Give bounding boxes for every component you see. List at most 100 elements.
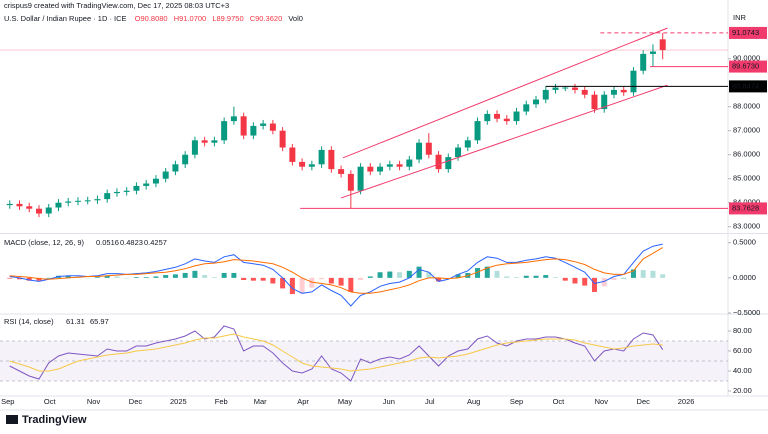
candle-body bbox=[143, 183, 150, 186]
candle-body bbox=[464, 140, 471, 148]
candle-body bbox=[513, 111, 520, 122]
series-line bbox=[9, 243, 663, 307]
candle-body bbox=[318, 149, 325, 165]
histogram-bar bbox=[309, 277, 315, 288]
histogram-bar bbox=[7, 277, 13, 279]
y-tick-label: 40.00 bbox=[733, 366, 752, 375]
candle-body bbox=[367, 166, 374, 172]
candle-body bbox=[581, 89, 588, 95]
candle-body bbox=[16, 203, 23, 207]
candle-body bbox=[416, 142, 423, 160]
y-tick-label: 0.5000 bbox=[733, 238, 756, 247]
candle-body bbox=[269, 123, 276, 131]
candle-body bbox=[84, 200, 91, 202]
candle-body bbox=[484, 113, 491, 122]
histogram-bar bbox=[553, 277, 559, 278]
legend-value: 61.31 bbox=[66, 317, 85, 326]
candle-body bbox=[240, 116, 247, 136]
histogram-bar bbox=[436, 277, 442, 282]
ohlc-high: H91.0700 bbox=[174, 14, 207, 23]
candle-body bbox=[377, 166, 384, 172]
histogram-bar bbox=[504, 276, 510, 278]
brand: TradingView bbox=[22, 414, 87, 426]
x-tick-label: Dec bbox=[637, 397, 651, 406]
candle-body bbox=[250, 125, 257, 136]
legend-value: 0.4257 bbox=[144, 238, 167, 247]
level-label-box bbox=[729, 60, 767, 73]
histogram-bar bbox=[572, 277, 578, 284]
candle-body bbox=[571, 87, 578, 90]
x-tick-label: Jun bbox=[383, 397, 395, 406]
candle-body bbox=[396, 164, 403, 167]
candle-body bbox=[425, 142, 432, 155]
histogram-bar bbox=[104, 275, 110, 278]
histogram-bar bbox=[202, 275, 208, 278]
candle-body bbox=[191, 140, 198, 155]
y-tick-label: 0.0000 bbox=[733, 273, 756, 282]
series-line bbox=[9, 247, 663, 294]
histogram-bar bbox=[475, 268, 481, 278]
y-tick-label: 87.0000 bbox=[733, 126, 760, 135]
candle-body bbox=[55, 202, 62, 208]
candle-body bbox=[455, 147, 462, 158]
histogram-bar bbox=[192, 270, 198, 278]
candle-body bbox=[386, 164, 393, 167]
x-tick-label: Mar bbox=[254, 397, 267, 406]
y-tick-label: 88.0000 bbox=[733, 102, 760, 111]
candle-body bbox=[230, 116, 237, 122]
x-tick-label: May bbox=[338, 397, 352, 406]
candle-body bbox=[338, 169, 345, 174]
histogram-bar bbox=[387, 271, 393, 278]
histogram-bar bbox=[426, 272, 432, 278]
y-tick-label: 90.0000 bbox=[733, 54, 760, 63]
candle-body bbox=[211, 140, 218, 143]
histogram-bar bbox=[221, 272, 227, 278]
histogram-bar bbox=[172, 274, 178, 278]
candle-body bbox=[542, 89, 549, 100]
candle-body bbox=[503, 118, 510, 122]
ohlc-close: C90.3620 bbox=[250, 14, 283, 23]
candle-body bbox=[152, 178, 159, 184]
level-label: 91.0743 bbox=[732, 28, 759, 37]
candle-body bbox=[221, 121, 228, 141]
histogram-bar bbox=[494, 270, 500, 278]
candle-body bbox=[279, 130, 286, 148]
currency: INR bbox=[733, 13, 747, 22]
candle-body bbox=[610, 89, 617, 95]
indicator-title: MACD (close, 12, 26, 9) bbox=[4, 238, 85, 247]
x-tick-label: Feb bbox=[215, 397, 228, 406]
candle-body bbox=[123, 190, 130, 192]
histogram-bar bbox=[94, 277, 100, 278]
candle-body bbox=[201, 140, 208, 143]
candle-body bbox=[347, 173, 354, 191]
candle-body bbox=[94, 199, 101, 201]
level-label-box bbox=[729, 80, 767, 93]
candle-body bbox=[308, 164, 315, 167]
candle-body bbox=[659, 39, 666, 51]
y-tick-label: 85.0000 bbox=[733, 174, 760, 183]
histogram-bar bbox=[26, 277, 32, 281]
histogram-bar bbox=[250, 277, 256, 281]
histogram-bar bbox=[16, 277, 22, 280]
candle-body bbox=[562, 87, 569, 89]
indicator-title: RSI (14, close) bbox=[4, 317, 54, 326]
level-label: 88.8474 bbox=[732, 81, 759, 90]
histogram-bar bbox=[65, 275, 71, 278]
histogram-bar bbox=[650, 270, 656, 278]
candle-body bbox=[172, 164, 179, 172]
y-tick-label: 83.0000 bbox=[733, 222, 760, 231]
histogram-bar bbox=[591, 277, 597, 292]
series-line bbox=[9, 333, 663, 372]
y-tick-label: 60.00 bbox=[733, 346, 752, 355]
chart-title: U.S. Dollar / Indian Rupee · 1D · ICE O9… bbox=[4, 14, 303, 23]
legend-value: 0.0516 bbox=[96, 238, 119, 247]
candle-body bbox=[620, 89, 627, 93]
candle-body bbox=[162, 171, 169, 179]
watermark: crispus9 created with TradingView.com, D… bbox=[4, 1, 229, 10]
histogram-bar bbox=[533, 275, 539, 278]
x-tick-label: Jul bbox=[425, 397, 435, 406]
histogram-bar bbox=[660, 274, 666, 278]
histogram-bar bbox=[85, 277, 91, 279]
level-label-box bbox=[729, 202, 767, 215]
